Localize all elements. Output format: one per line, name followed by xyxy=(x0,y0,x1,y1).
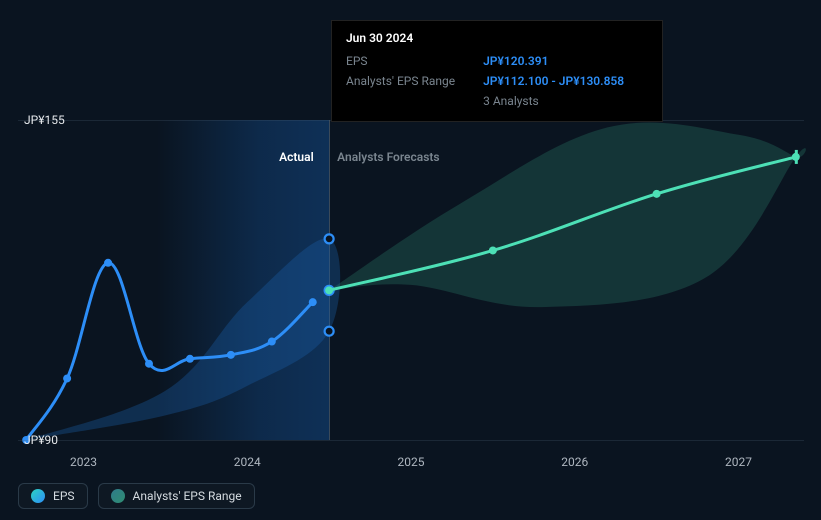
legend-item-range[interactable]: Analysts' EPS Range xyxy=(98,483,255,509)
legend-swatch-range xyxy=(111,489,125,503)
chart-svg xyxy=(18,120,804,440)
tooltip-date: Jun 30 2024 xyxy=(346,31,648,45)
tooltip-row-range: Analysts' EPS Range JP¥112.100 - JP¥130.… xyxy=(346,71,624,91)
section-label-actual: Actual xyxy=(279,150,314,164)
gridline xyxy=(18,440,804,441)
forecast-eps-marker xyxy=(489,246,497,254)
eps-chart: Actual Analysts Forecasts Jun 30 2024 EP… xyxy=(0,0,821,520)
range-end-marker xyxy=(325,327,334,336)
chart-tooltip: Jun 30 2024 EPS JP¥120.391 Analysts' EPS… xyxy=(331,20,663,122)
forecast-eps-marker xyxy=(653,190,661,198)
actual-eps-marker xyxy=(268,338,276,346)
x-axis-label: 2025 xyxy=(398,455,425,469)
tooltip-value-eps: JP¥120.391 xyxy=(483,51,624,71)
x-axis-label: 2026 xyxy=(561,455,588,469)
legend-swatch-eps xyxy=(31,489,45,503)
y-axis-label: JP¥90 xyxy=(24,433,58,447)
legend-label-range: Analysts' EPS Range xyxy=(133,489,242,503)
legend: EPS Analysts' EPS Range xyxy=(18,483,255,509)
x-axis-label: 2027 xyxy=(725,455,752,469)
actual-eps-marker xyxy=(309,298,317,306)
tooltip-row-eps: EPS JP¥120.391 xyxy=(346,51,624,71)
tooltip-label-range: Analysts' EPS Range xyxy=(346,71,483,91)
section-label-forecast: Analysts Forecasts xyxy=(337,150,439,164)
forecast-eps-marker xyxy=(325,286,333,294)
actual-eps-marker xyxy=(186,355,194,363)
actual-eps-marker xyxy=(104,259,112,267)
x-axis-label: 2023 xyxy=(70,455,97,469)
tooltip-value-range: JP¥112.100 - JP¥130.858 xyxy=(483,71,624,91)
tooltip-table: EPS JP¥120.391 Analysts' EPS Range JP¥11… xyxy=(346,51,624,111)
x-axis-label: 2024 xyxy=(234,455,261,469)
actual-range-area xyxy=(26,238,340,440)
legend-label-eps: EPS xyxy=(53,489,75,503)
tooltip-row-meta: 3 Analysts xyxy=(346,91,624,111)
tooltip-meta: 3 Analysts xyxy=(483,91,624,111)
actual-eps-marker xyxy=(145,360,153,368)
actual-eps-marker xyxy=(63,374,71,382)
tooltip-label-eps: EPS xyxy=(346,51,483,71)
y-axis-label: JP¥155 xyxy=(24,113,65,127)
legend-item-eps[interactable]: EPS xyxy=(18,483,88,509)
range-end-marker xyxy=(325,234,334,243)
actual-eps-marker xyxy=(227,351,235,359)
plot-area[interactable] xyxy=(18,120,804,440)
forecast-end-tick xyxy=(795,150,798,164)
